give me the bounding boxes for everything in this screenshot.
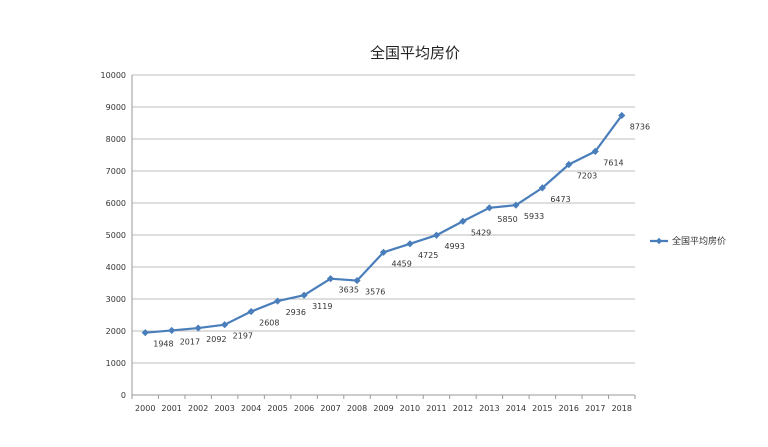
data-label: 6473	[550, 195, 570, 204]
data-point	[194, 324, 202, 332]
y-tick-label: 9000	[106, 103, 126, 112]
data-point	[432, 231, 441, 239]
legend: 全国平均房价	[650, 235, 726, 247]
data-label: 4459	[392, 259, 412, 268]
y-tick-label: 3000	[106, 295, 126, 304]
x-tick-label: 2017	[585, 404, 605, 413]
data-point	[459, 217, 467, 225]
x-tick-label: 2015	[532, 404, 552, 413]
y-tick-label: 8000	[106, 135, 126, 144]
data-label: 2017	[180, 337, 200, 346]
x-axis-ticks: 2000 2001 2002 2003 2004 2005 2006 2007 2008 2009…	[131, 395, 636, 413]
gridlines	[132, 74, 635, 364]
data-point	[353, 276, 361, 285]
y-tick-label: 6000	[106, 199, 126, 208]
x-tick-label: 2002	[188, 404, 208, 413]
data-label: 2608	[259, 319, 279, 328]
x-tick-label: 2014	[506, 404, 526, 413]
chart-title: 全国平均房价	[370, 44, 460, 62]
data-point	[485, 204, 493, 212]
data-point	[538, 184, 546, 192]
data-point	[379, 248, 388, 256]
x-tick-label: 2004	[241, 404, 261, 413]
x-tick-label: 2006	[294, 404, 314, 413]
data-point	[618, 111, 626, 120]
series-group: 1948 2017 2092 2197 2608 2936 3119 3635 3576 4459…	[141, 111, 650, 349]
data-point	[274, 297, 282, 305]
legend-label: 全国平均房价	[672, 235, 726, 247]
y-tick-label: 1000	[106, 359, 126, 368]
data-label: 5429	[471, 228, 491, 237]
data-point	[406, 240, 414, 248]
x-tick-label: 2011	[426, 404, 446, 413]
y-tick-label: 7000	[106, 167, 126, 176]
data-point	[591, 147, 599, 155]
x-tick-label: 2008	[347, 404, 367, 413]
y-tick-label: 4000	[106, 263, 126, 272]
x-tick-label: 2013	[479, 404, 499, 413]
x-tick-label: 2010	[400, 404, 420, 413]
series-line	[145, 114, 623, 334]
data-label: 1948	[153, 340, 173, 349]
data-point	[326, 275, 335, 283]
data-point	[300, 291, 308, 299]
data-label: 2197	[233, 332, 253, 341]
data-label: 4993	[444, 242, 464, 251]
y-tick-label: 2000	[106, 327, 126, 336]
data-label: 2936	[286, 308, 306, 317]
y-tick-label: 10000	[101, 71, 126, 80]
data-label: 5850	[497, 215, 517, 224]
x-tick-label: 2018	[612, 404, 632, 413]
data-point	[221, 321, 229, 329]
data-label: 5933	[524, 212, 544, 221]
data-point	[565, 160, 573, 169]
data-point	[247, 307, 255, 316]
x-tick-label: 2005	[267, 404, 287, 413]
data-point	[168, 326, 176, 335]
data-point	[512, 201, 520, 209]
x-tick-label: 2009	[373, 404, 393, 413]
data-label: 7614	[603, 158, 623, 167]
y-tick-label: 0	[121, 391, 126, 400]
data-point	[141, 329, 149, 337]
axes	[131, 75, 635, 396]
x-tick-label: 2016	[559, 404, 579, 413]
x-tick-label: 2007	[320, 404, 340, 413]
data-label: 3635	[339, 286, 359, 295]
data-label: 3576	[365, 288, 385, 297]
data-label: 3119	[312, 302, 332, 311]
x-tick-label: 2003	[214, 404, 234, 413]
data-label: 7203	[577, 172, 597, 181]
x-tick-label: 2012	[453, 404, 473, 413]
legend-marker	[655, 237, 663, 245]
data-label: 4725	[418, 251, 438, 260]
y-tick-label: 5000	[106, 231, 126, 240]
x-tick-label: 2000	[135, 404, 155, 413]
data-label: 2092	[206, 335, 226, 344]
y-axis-ticks: 0 1000 2000 3000 4000 5000 6000 7000 8000 9000 100…	[101, 71, 126, 400]
data-label: 8736	[630, 122, 650, 131]
x-tick-label: 2001	[162, 404, 182, 413]
